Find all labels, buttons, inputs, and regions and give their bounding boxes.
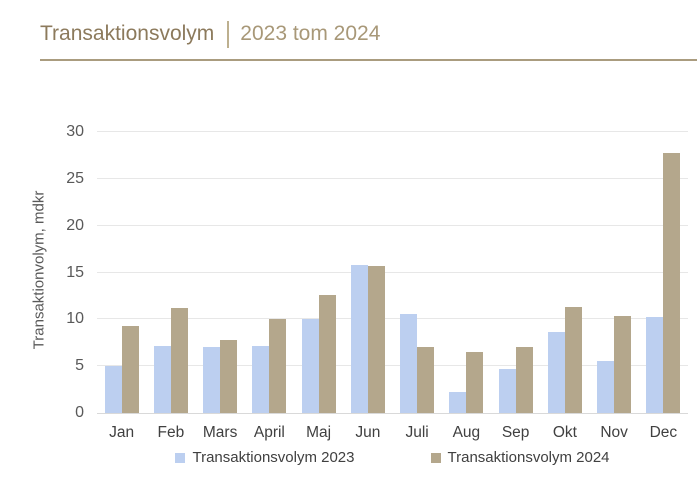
bar-2023-nov	[597, 360, 615, 413]
y-tick-label-30: 30	[66, 123, 84, 140]
legend-item-2023: Transaktionsvolym 2023	[175, 449, 355, 466]
bar-group-aug	[442, 132, 491, 413]
bar-2024-april	[269, 319, 287, 413]
y-tick-label-10: 10	[66, 310, 84, 328]
bar-group-jan	[97, 132, 146, 413]
x-axis-label-dec: Dec	[649, 424, 678, 441]
bar-group-nov	[590, 132, 639, 413]
bar-2024-dec	[663, 152, 681, 413]
bar-2024-jun	[367, 265, 385, 413]
x-axis-label-april: April	[253, 424, 285, 441]
bar-groups	[97, 132, 688, 413]
gridline-20	[97, 224, 688, 226]
x-axis-labels: Jan Feb Mars April Maj Jun Juli Aug Sep Okt Nov Dec	[97, 424, 688, 442]
x-axis-label-sep: Sep	[501, 424, 530, 441]
bar-2024-aug	[466, 352, 484, 413]
y-axis-title: Transaktionvolym, mdkr	[30, 190, 48, 350]
bar-2023-aug	[449, 392, 467, 413]
legend-label-2024: Transaktionsvolym 2024	[447, 449, 610, 466]
title-separator	[227, 20, 230, 48]
page-subtitle: 2023 tom 2024	[240, 22, 381, 45]
bar-group-jun	[343, 132, 392, 413]
bar-2023-sep	[498, 368, 516, 413]
x-axis-label-mars: Mars	[202, 424, 238, 441]
bar-2023-jan	[104, 366, 122, 413]
legend-swatch-icon-2024	[430, 452, 441, 463]
gridline-30	[97, 131, 688, 132]
x-axis-label-feb: Feb	[157, 424, 185, 441]
legend-swatch-icon-2023	[175, 452, 186, 463]
bar-2023-dec	[646, 316, 664, 413]
bar-2024-juli	[417, 346, 435, 413]
y-tick-label-5: 5	[75, 357, 84, 375]
bar-group-mars	[196, 132, 245, 413]
y-tick-label-25: 25	[66, 169, 84, 187]
bar-group-okt	[540, 132, 589, 413]
bar-group-sep	[491, 132, 540, 413]
legend-item-2024: Transaktionsvolym 2024	[430, 449, 610, 466]
plot-area: 0 5 10 15 20 25 30	[66, 124, 688, 421]
x-axis-label-maj: Maj	[306, 424, 332, 441]
x-axis-label-juli: Juli	[405, 424, 429, 441]
x-axis-label-aug: Aug	[452, 424, 481, 441]
bar-2023-feb	[153, 345, 171, 413]
bar-2024-feb	[170, 308, 188, 413]
page-title: Transaktionsvolym	[40, 22, 215, 45]
bar-2024-sep	[515, 347, 533, 413]
gridline-15	[97, 271, 688, 273]
slide-title-row: Transaktionsvolym 2023 tom 2024	[40, 18, 380, 50]
bar-2023-april	[252, 345, 270, 413]
x-axis-label-jun: Jun	[355, 424, 381, 441]
bar-2024-nov	[614, 315, 632, 413]
bar-group-feb	[146, 132, 195, 413]
x-axis-label-okt: Okt	[552, 424, 577, 441]
bar-2024-jan	[121, 325, 139, 413]
x-axis-label-nov: Nov	[600, 424, 628, 441]
gridline-10	[97, 318, 688, 320]
y-tick-label-15: 15	[66, 263, 84, 281]
bar-group-juli	[393, 132, 442, 413]
bar-2023-juli	[400, 313, 418, 413]
bar-2024-mars	[220, 339, 238, 413]
y-tick-label-20: 20	[66, 216, 84, 234]
chart-legend: Transaktionsvolym 2023 Transaktionsvolym …	[97, 449, 688, 466]
bar-2024-okt	[564, 307, 582, 413]
bar-group-maj	[294, 132, 343, 413]
bar-2024-maj	[318, 294, 336, 413]
x-axis-label-jan: Jan	[109, 424, 135, 441]
bar-group-dec	[639, 132, 688, 413]
gridline-25	[97, 177, 688, 179]
gridline-5	[97, 365, 688, 367]
y-tick-label-0: 0	[75, 404, 84, 421]
title-underline	[40, 59, 697, 61]
bar-2023-mars	[203, 347, 221, 413]
bar-group-april	[245, 132, 294, 413]
bar-2023-okt	[547, 331, 565, 413]
legend-label-2023: Transaktionsvolym 2023	[192, 449, 355, 466]
bar-2023-jun	[350, 265, 368, 413]
bar-2023-maj	[301, 319, 319, 413]
